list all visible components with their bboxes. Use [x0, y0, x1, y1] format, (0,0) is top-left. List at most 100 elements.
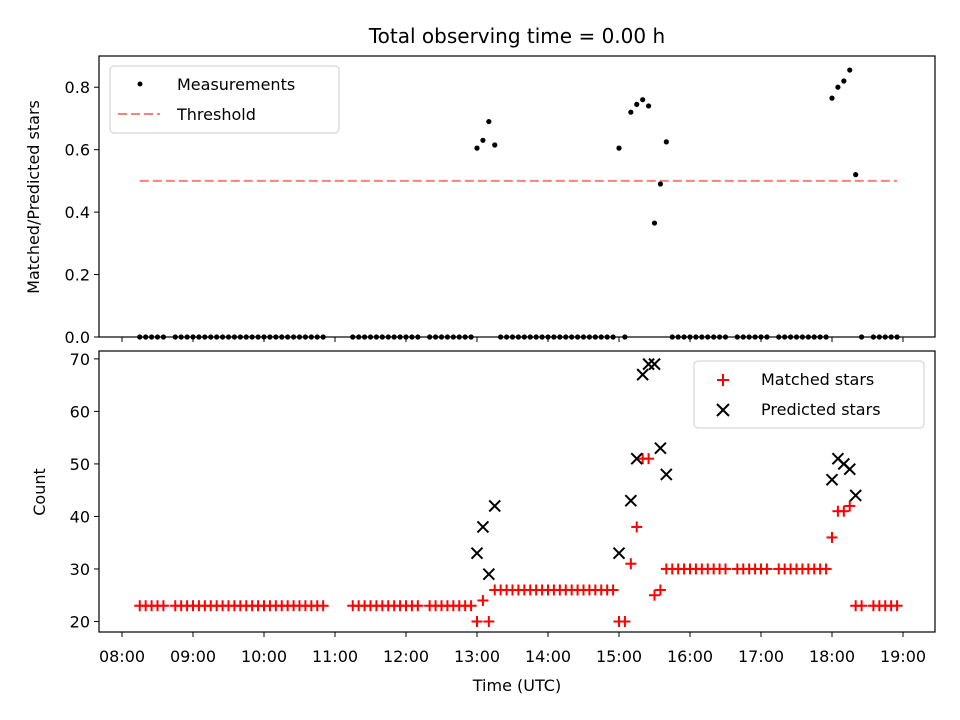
matched-star-point: [619, 615, 631, 627]
measurement-point: [539, 334, 545, 340]
measurement-point: [492, 142, 498, 148]
measurement-point: [249, 334, 255, 340]
measurement-point: [634, 101, 640, 107]
measurement-point: [415, 334, 421, 340]
predicted-star-point: [843, 462, 856, 476]
measurement-point: [651, 220, 658, 226]
measurement-point: [734, 334, 740, 340]
measurement-point: [829, 95, 835, 101]
bottom-axes-frame: [98, 350, 936, 633]
measurement-point: [456, 334, 462, 340]
bottom-y-tick-label: 20: [70, 612, 90, 631]
predicted-star-point: [660, 468, 673, 481]
measurement-point: [799, 334, 806, 340]
predicted-star-point: [642, 357, 655, 371]
predicted-star-point: [482, 568, 496, 581]
measurement-point: [320, 334, 326, 340]
measurement-point: [746, 334, 752, 340]
measurement-point: [847, 67, 853, 73]
measurement-point: [397, 334, 403, 340]
measurement-point: [545, 334, 551, 340]
measurement-point: [663, 139, 669, 145]
matched-star-point: [649, 589, 660, 601]
x-tick-label: 19:00: [880, 647, 926, 666]
matched-star-point: [607, 584, 619, 596]
predicted-star-point: [476, 520, 490, 534]
bottom-y-axis-label: Count: [30, 468, 49, 516]
matched-star-point: [483, 615, 495, 627]
measurement-point: [515, 334, 522, 340]
top-y-tick-label: 0.0: [65, 328, 90, 347]
top-chart-title: Total observing time = 0.00 h: [368, 24, 665, 48]
measurement-point: [172, 334, 178, 340]
matched-star-point: [157, 600, 169, 612]
measurement-point: [669, 334, 675, 340]
measurement-point: [699, 334, 705, 340]
measurement-point: [782, 334, 788, 340]
x-tick-label: 15:00: [596, 647, 642, 666]
top-y-tick-label: 0.4: [65, 203, 90, 222]
top-y-tick-label: 0.2: [65, 266, 90, 285]
measurement-point: [823, 334, 829, 340]
measurement-point: [379, 334, 385, 340]
predicted-star-point: [488, 499, 501, 513]
measurement-point: [705, 334, 711, 340]
measurement-point: [438, 334, 445, 340]
measurement-point: [137, 334, 143, 340]
matched-star-point: [477, 594, 489, 606]
measurement-point: [427, 334, 433, 340]
matched-star-point: [625, 558, 637, 570]
legend-matched-label: Matched stars: [761, 370, 874, 389]
measurement-point: [367, 334, 374, 340]
measurement-point: [776, 334, 782, 340]
matched-star-point: [891, 600, 903, 612]
top-legend: Measurements Threshold: [109, 65, 340, 134]
measurement-point: [687, 334, 693, 340]
measurement-point: [486, 118, 492, 125]
measurement-point: [640, 97, 646, 103]
measurement-point: [219, 334, 226, 340]
measurement-point: [308, 334, 314, 340]
measurement-point: [586, 334, 593, 340]
measurement-point: [503, 334, 510, 340]
measurement-point: [882, 334, 888, 340]
predicted-star-point: [470, 547, 484, 560]
measurement-point: [350, 334, 356, 340]
matched-star-point: [631, 521, 643, 533]
measurement-point: [793, 334, 800, 340]
top-y-tick-label: 0.6: [65, 141, 90, 160]
legend-measurements-marker: [137, 81, 143, 87]
matched-star-point: [820, 563, 832, 575]
x-tick-label: 08:00: [99, 647, 145, 666]
matched-star-point: [761, 563, 773, 575]
bottom-legend: Matched stars Predicted stars: [693, 360, 925, 429]
measurement-point: [143, 334, 149, 340]
measurement-point: [231, 334, 238, 340]
measurement-point: [356, 334, 362, 340]
measurement-point: [598, 334, 604, 340]
predicted-star-point: [648, 357, 661, 371]
matched-star-point: [720, 563, 731, 575]
x-tick-label: 17:00: [738, 647, 784, 666]
measurement-point: [870, 334, 877, 340]
bottom-x-axis-label: Time (UTC): [472, 676, 561, 695]
measurement-point: [261, 334, 267, 340]
measurement-point: [580, 334, 587, 340]
matched-star-point: [465, 600, 477, 612]
measurement-point: [498, 334, 504, 340]
measurement-point: [592, 334, 598, 340]
predicted-star-point: [630, 452, 643, 465]
measurement-point: [285, 334, 291, 340]
measurement-point: [385, 334, 391, 340]
measurement-point: [563, 334, 569, 340]
measurement-point: [888, 334, 894, 340]
x-tick-label: 10:00: [241, 647, 287, 666]
measurement-point: [681, 334, 687, 340]
measurement-point: [675, 334, 681, 340]
matched-star-point: [838, 505, 850, 517]
measurement-point: [835, 84, 841, 90]
measurement-point: [716, 334, 723, 340]
measurement-point: [273, 334, 279, 340]
measurement-point: [533, 334, 539, 340]
